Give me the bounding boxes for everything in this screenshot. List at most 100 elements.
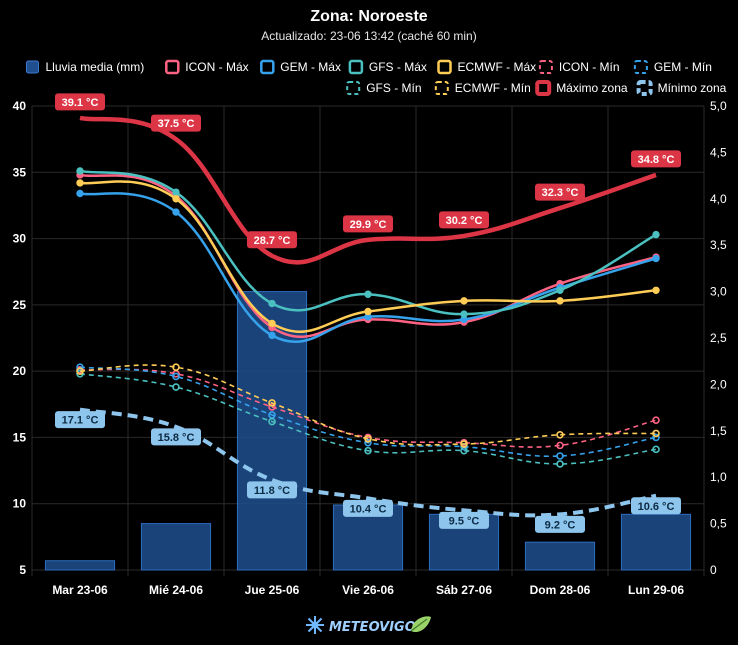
y-right-tick-label: 1,5 [710,424,727,438]
series-point [172,208,180,216]
rain-bar [620,513,692,571]
legend-swatch [535,80,552,96]
legend-item[interactable]: ECMWF - Máx [437,59,537,75]
y-right-tick-label: 1,0 [710,470,727,484]
legend-item[interactable]: GFS - Máx [348,59,427,75]
legend-label: ECMWF - Mín [455,81,531,95]
data-label: 10.4 °C [343,499,393,517]
x-tick-label: Sáb 27-06 [436,583,492,597]
series-line-min [79,364,657,446]
legend-item[interactable]: ICON - Máx [165,59,249,75]
rain-bar [236,291,308,571]
x-tick-label: Lun 29-06 [628,583,684,597]
legend-item[interactable]: GEM - Mín [633,60,712,74]
legend-swatch [434,81,449,95]
chart-title: Zona: Noroeste [310,8,427,25]
y-left-tick-label: 35 [13,165,27,179]
axes: 5 10 15 20 25 30 35 40 0 0,5 1,0 1,5 2,0 2,5 3,0 3,5 4,0… [13,99,727,597]
series-point [76,167,84,175]
legend-swatch [636,80,653,96]
data-label-text: 34.8 °C [638,154,675,166]
rain-bar [44,560,116,571]
data-label-text: 17.1 °C [62,415,99,427]
legend-item[interactable]: Lluvia media (mm) [26,60,145,74]
leaf-icon [410,616,431,633]
data-label: 32.3 °C [535,183,585,201]
legend-label: Mínimo zona [658,81,727,95]
y-right-tick-label: 4,0 [710,192,727,206]
rain-bars [44,291,692,571]
y-right-tick-label: 3,5 [710,238,727,252]
legend-label: GFS - Mín [366,81,421,95]
y-left-tick-label: 10 [13,497,27,511]
legend-swatch [633,60,648,74]
series-line-min [79,368,657,448]
legend-label: GEM - Mín [654,60,712,74]
data-labels: 39.1 °C 37.5 °C 28.7 °C 29.9 °C 30.2 °C 32.3 … [55,93,681,533]
y-right-tick-label: 4,5 [710,145,727,159]
data-label-text: 10.6 °C [638,501,675,513]
zone-min-line [79,407,657,518]
series-point [268,403,276,411]
series-point [556,286,564,294]
legend-item[interactable]: GFS - Mín [346,81,422,95]
x-tick-label: Mar 23-06 [52,583,108,597]
series-point [76,179,84,187]
series-point [172,372,180,381]
data-label-text: 15.8 °C [158,432,195,444]
series-line-min [79,373,657,465]
series-point [364,438,372,447]
data-label: 34.8 °C [631,150,681,168]
legend-item[interactable]: Mínimo zona [636,80,727,96]
legend-item[interactable]: ECMWF - Mín [434,81,531,95]
legend-swatch [348,59,364,75]
series-point [268,331,276,340]
y-right-tick-label: 2,5 [710,331,727,345]
series-point [172,195,180,203]
legend-label: ICON - Máx [185,60,248,74]
series-point [652,286,660,294]
legend-item[interactable]: ICON - Mín [538,60,620,74]
legend-label: Máximo zona [556,81,628,95]
series-point [460,310,468,318]
data-label-text: 9.2 °C [545,519,576,531]
data-label-text: 37.5 °C [158,118,195,130]
series-point [268,399,276,407]
y-left-tick-label: 25 [13,298,27,312]
legend: Lluvia media (mm) ICON - Máx GEM - Máx GFS … [26,59,727,96]
data-label: 29.9 °C [343,215,393,233]
legend-label: GEM - Máx [280,60,341,74]
data-label-text: 10.4 °C [350,503,387,515]
data-label: 10.6 °C [631,497,681,515]
legend-item[interactable]: Máximo zona [535,80,628,96]
series-point [364,307,372,316]
series-point [460,297,468,305]
series-point [556,297,564,305]
data-label: 11.8 °C [247,481,297,499]
series-point [652,445,660,454]
y-left-tick-label: 5 [19,563,26,577]
legend-item[interactable]: GEM - Máx [260,59,341,75]
data-label-text: 9.5 °C [449,515,480,527]
snowflake-icon [306,616,324,634]
y-right-tick-label: 2,0 [710,377,727,391]
series-point [652,416,660,424]
data-label-text: 29.9 °C [350,219,387,231]
legend-label: GFS - Máx [369,60,427,74]
data-label-text: 30.2 °C [446,215,483,227]
series-point [652,433,660,442]
meteovigo-logo: METEOVIGO [303,610,433,640]
y-right-tick-label: 0 [710,563,717,577]
data-label: 15.8 °C [151,428,201,446]
x-tick-label: Vie 26-06 [342,583,394,597]
legend-swatch [538,60,553,74]
data-label: 37.5 °C [151,114,201,132]
series-point [556,430,564,439]
legend-swatch [165,59,180,75]
series-point [268,319,276,328]
series-point [652,429,660,438]
data-label-text: 39.1 °C [62,97,99,109]
series-point [364,434,372,443]
rain-bar [524,541,596,571]
data-label: 30.2 °C [439,211,489,229]
